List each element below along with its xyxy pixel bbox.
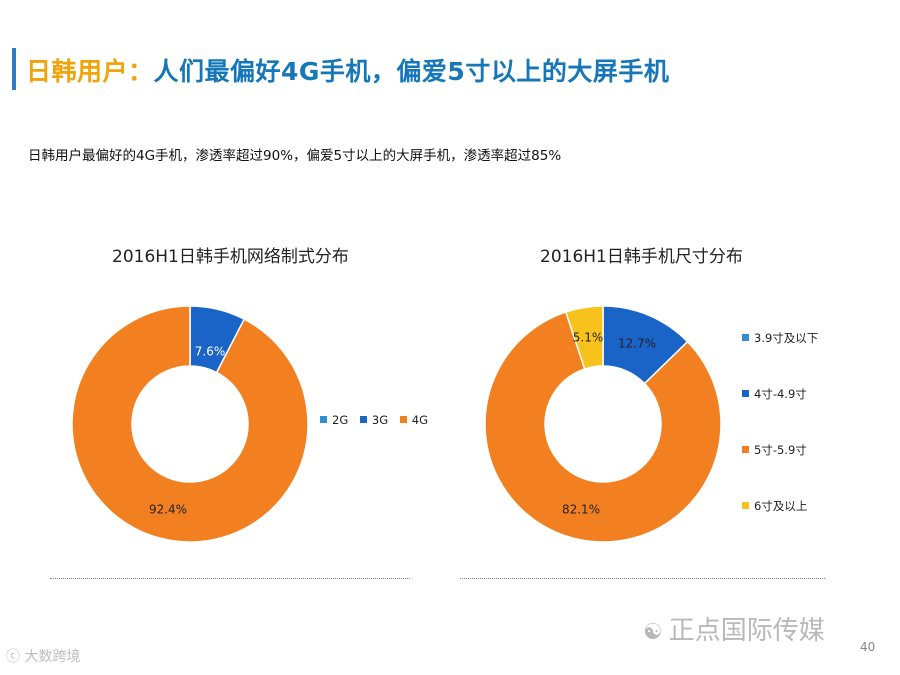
legend-label: 4G [411, 413, 429, 427]
legend-label: 3.9寸及以下 [754, 331, 819, 345]
legend-item-under-4: 3.9寸及以下 [742, 330, 818, 346]
title-main: 人们最偏好4G手机，偏爱5寸以上的大屏手机 [153, 57, 670, 86]
data-label-5寸-5.9寸: 82.1% [562, 503, 600, 517]
donut-slice-6寸及以上 [564, 305, 604, 370]
legend-swatch [399, 416, 407, 423]
legend-swatch [742, 390, 749, 397]
chart-network-title: 2016H1日韩手机网络制式分布 [112, 247, 349, 267]
legend-item-4g: 4G [399, 413, 429, 427]
legend-label: 4寸-4.9寸 [754, 387, 807, 401]
legend-item-6-plus: 6寸及以上 [742, 498, 807, 514]
legend-swatch [742, 334, 749, 341]
legend-swatch [320, 416, 327, 423]
donut-slice-4G [71, 305, 309, 543]
legend-label: 6寸及以上 [754, 499, 808, 513]
chart-size-title: 2016H1日韩手机尺寸分布 [540, 247, 743, 267]
data-label-4G: 92.4% [149, 503, 187, 517]
legend-label: 5寸-5.9寸 [754, 443, 807, 457]
legend-item-3g: 3G [359, 413, 389, 427]
divider-right [460, 578, 825, 579]
donut-slice-5寸-5.9寸 [484, 311, 722, 543]
page-title: 日韩用户：人们最偏好4G手机，偏爱5寸以上的大屏手机 [26, 52, 669, 88]
title-prefix: 日韩用户： [26, 57, 154, 86]
data-label-4寸-4.9寸: 12.7% [618, 337, 656, 351]
title-accent-bar [12, 48, 16, 90]
page-number: 40 [860, 640, 876, 654]
logo-text: 大数跨境 [24, 649, 81, 665]
legend-swatch [742, 446, 749, 453]
page-subtitle: 日韩用户最偏好的4G手机，渗透率超过90%，偏爱5寸以上的大屏手机，渗透率超过8… [28, 148, 562, 164]
brand-logo: ⓒ 大数跨境 [6, 646, 80, 666]
legend-label: 2G [332, 413, 349, 427]
chart-network-legend: 2G 3G 4G [320, 413, 436, 427]
legend-item-2g: 2G [320, 413, 348, 427]
wechat-icon: ☯ [643, 620, 663, 645]
data-label-3G: 7.6% [195, 345, 226, 359]
legend-swatch [359, 416, 367, 423]
data-label-6寸及以上: 5.1% [573, 331, 604, 345]
logo-icon: ⓒ [6, 649, 25, 665]
divider-left [50, 578, 410, 579]
watermark-text: 正点国际传媒 [668, 616, 825, 646]
legend-item-4-to-4-9: 4寸-4.9寸 [742, 386, 807, 402]
legend-swatch [742, 502, 749, 509]
legend-item-5-to-5-9: 5寸-5.9寸 [742, 442, 807, 458]
legend-label: 3G [371, 413, 389, 427]
watermark: ☯ 正点国际传媒 [643, 610, 825, 647]
